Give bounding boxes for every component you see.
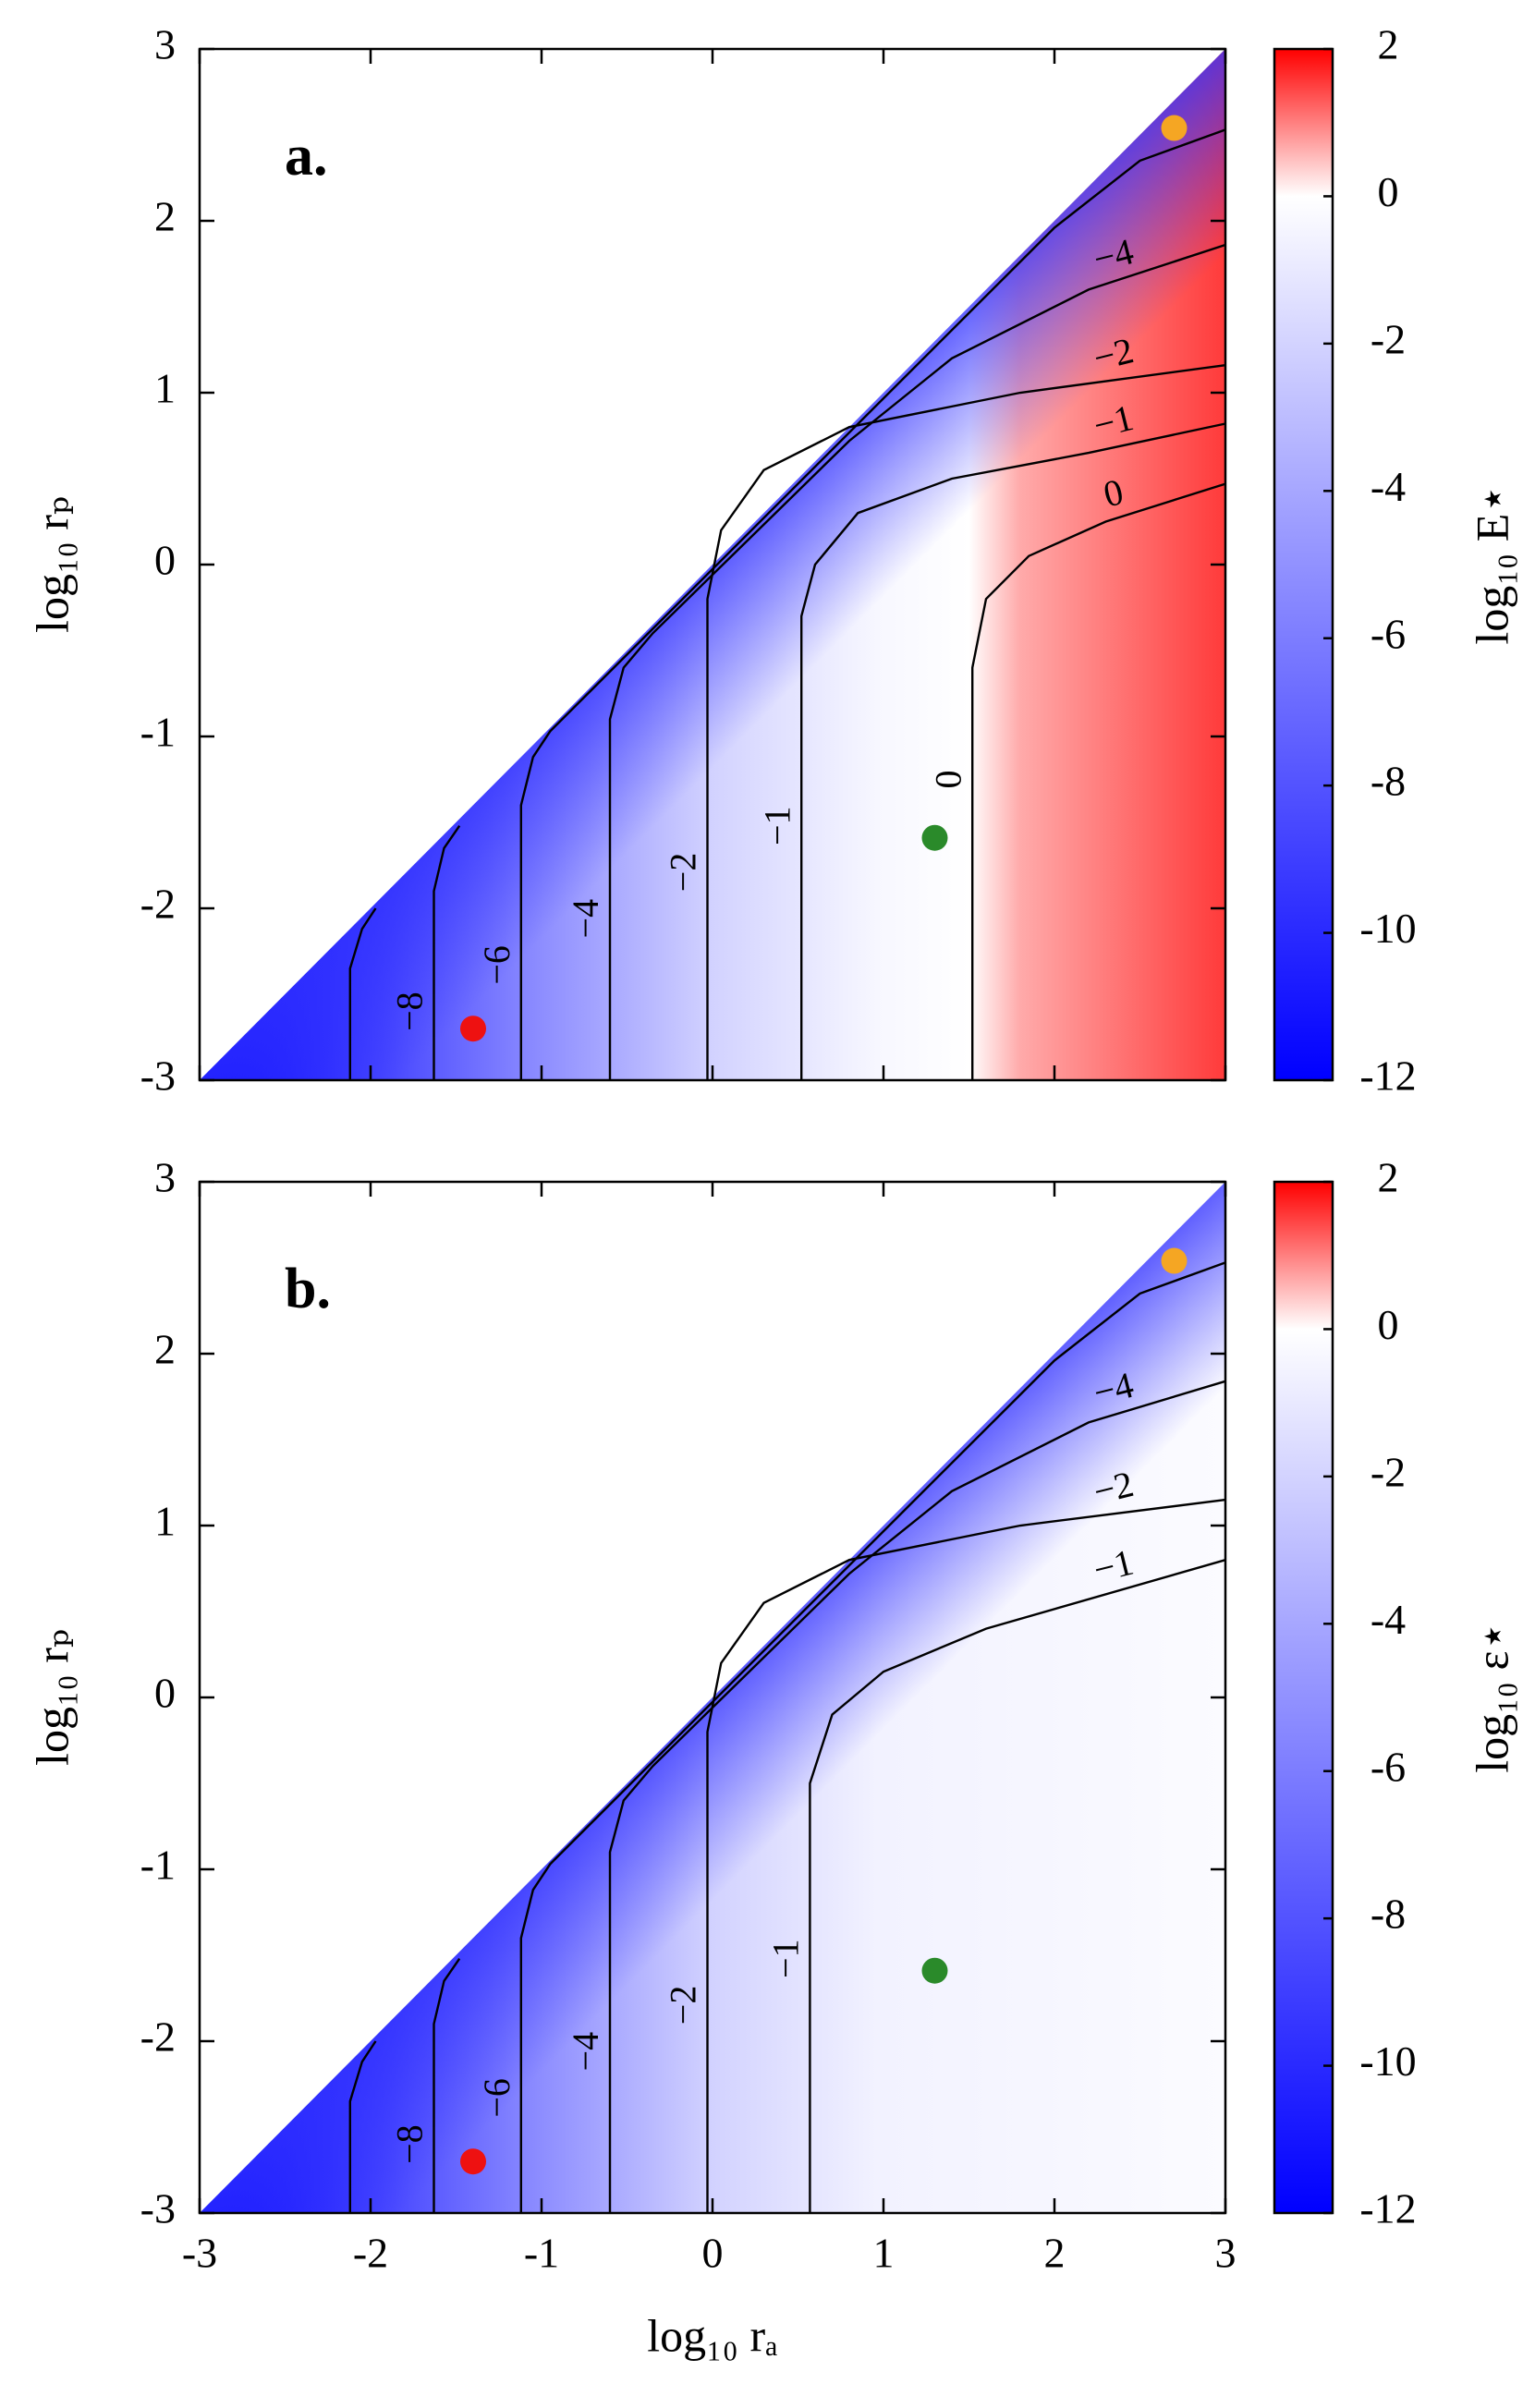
contour-line — [348, 907, 377, 1080]
colorbar-label: log₁₀ ε⋆ — [1466, 1622, 1517, 1773]
contour-line — [519, 1261, 1226, 2213]
colorbar-tick-label: -8 — [1371, 1891, 1406, 1938]
y-axis-label: log₁₀ rₚ — [26, 1629, 78, 1766]
contour-line — [608, 243, 1226, 1080]
y-tick-label: -1 — [140, 1842, 176, 1889]
contour-line — [706, 364, 1226, 1080]
y-tick-label: 3 — [154, 21, 176, 68]
marker — [1161, 115, 1188, 141]
contour-label: −2 — [663, 1986, 704, 2025]
y-tick-label: 0 — [154, 1670, 176, 1717]
colorbar-tick-label: 2 — [1378, 1154, 1399, 1201]
contour-label: −4 — [1090, 230, 1138, 280]
x-tick-label: -1 — [524, 2230, 559, 2277]
heatmap-edge — [200, 1182, 1225, 2213]
contour-line — [971, 482, 1226, 1080]
y-tick-label: 2 — [154, 193, 176, 240]
contour-label: −2 — [1090, 1463, 1138, 1513]
y-tick-label: -2 — [140, 881, 176, 928]
panel-label: b. — [285, 1258, 331, 1320]
y-tick-label: -1 — [140, 709, 176, 756]
colorbar-tick-label: -8 — [1371, 758, 1406, 805]
contour-label: −4 — [565, 899, 606, 939]
contour-line — [432, 825, 461, 1080]
x-tick-label: 3 — [1215, 2230, 1237, 2277]
x-tick-label: -3 — [182, 2230, 217, 2277]
colorbar-tick-label: -4 — [1371, 463, 1406, 510]
contour-label: −1 — [1090, 396, 1138, 446]
x-tick-label: -2 — [353, 2230, 388, 2277]
colorbar-tick-label: 0 — [1378, 168, 1399, 215]
x-tick-label: 2 — [1044, 2230, 1066, 2277]
contour-line — [348, 2040, 377, 2213]
contour-label: 0 — [927, 771, 969, 789]
contour-label: −8 — [389, 991, 431, 1031]
x-tick-label: 1 — [873, 2230, 895, 2277]
contour-label: −2 — [663, 853, 704, 893]
contour-label: −8 — [389, 2124, 431, 2164]
x-tick-label: 0 — [702, 2230, 724, 2277]
marker — [460, 2148, 486, 2175]
contour-label: −2 — [1090, 329, 1138, 379]
colorbar — [1273, 47, 1334, 1082]
colorbar-tick-label: -2 — [1371, 1448, 1406, 1495]
contour-label: −1 — [765, 1939, 807, 1978]
y-tick-label: -3 — [140, 2185, 176, 2232]
colorbar-tick-label: 2 — [1378, 21, 1399, 68]
y-tick-label: 1 — [154, 1498, 176, 1545]
contour-line — [608, 1380, 1226, 2213]
contour-label: −6 — [476, 2078, 518, 2118]
colorbar — [1273, 1180, 1334, 2215]
panel-label: a. — [285, 125, 328, 188]
contour-line — [800, 422, 1226, 1080]
y-tick-label: 3 — [154, 1154, 176, 1201]
colorbar-tick-label: 0 — [1378, 1301, 1399, 1348]
y-tick-label: 2 — [154, 1326, 176, 1373]
colorbar-tick-label: -6 — [1371, 610, 1406, 657]
contour-line — [809, 1559, 1226, 2213]
contour-label: −6 — [476, 945, 518, 985]
marker — [1161, 1247, 1188, 1274]
colorbar-tick-label: -4 — [1371, 1596, 1406, 1643]
contour-label: −1 — [756, 806, 798, 845]
colorbar-tick-label: -6 — [1371, 1743, 1406, 1790]
y-axis-label: log₁₀ rₚ — [26, 496, 78, 633]
contour-line — [519, 128, 1226, 1080]
colorbar-label: log₁₀ E⋆ — [1466, 484, 1517, 644]
heatmap-edge — [200, 49, 1225, 1080]
marker — [921, 1957, 948, 1984]
colorbar-tick-label: -10 — [1359, 905, 1416, 952]
x-axis-label: log₁₀ rₐ — [647, 2309, 778, 2361]
marker — [921, 824, 948, 851]
contour-label: −1 — [1090, 1541, 1138, 1591]
marker — [460, 1015, 486, 1042]
y-tick-label: 0 — [154, 537, 176, 584]
contour-line — [432, 1958, 461, 2213]
colorbar-tick-label: -12 — [1359, 1052, 1416, 1100]
y-tick-label: -2 — [140, 2013, 176, 2061]
contour-line — [706, 1498, 1226, 2213]
contour-label: −4 — [565, 2032, 606, 2072]
y-tick-label: -3 — [140, 1052, 176, 1100]
y-tick-label: 1 — [154, 365, 176, 412]
colorbar-tick-label: -10 — [1359, 2037, 1416, 2085]
colorbar-tick-label: -12 — [1359, 2185, 1416, 2232]
contour-label: −4 — [1090, 1364, 1138, 1414]
colorbar-tick-label: -2 — [1371, 315, 1406, 362]
